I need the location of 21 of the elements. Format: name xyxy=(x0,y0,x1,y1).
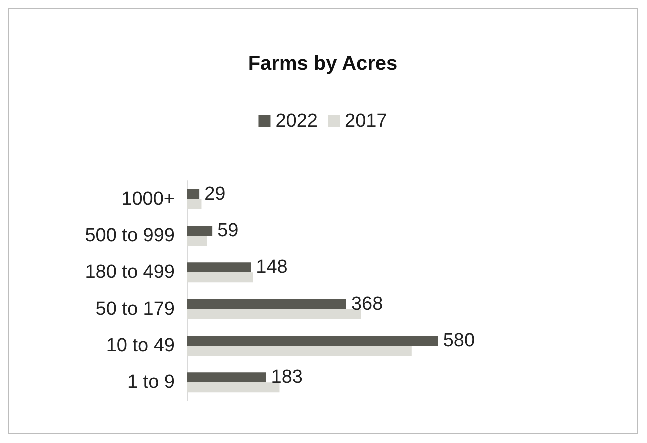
bar xyxy=(187,226,213,236)
y-tick-label: 50 to 179 xyxy=(96,298,175,320)
y-tick-label: 180 to 499 xyxy=(85,262,175,284)
data-label: 580 xyxy=(443,330,476,352)
data-label: 148 xyxy=(256,257,288,278)
data-label: 368 xyxy=(351,294,384,315)
bar xyxy=(187,189,200,200)
data-label: 183 xyxy=(271,367,304,388)
data-label: 59 xyxy=(218,220,239,242)
y-tick-label: 500 to 999 xyxy=(85,226,175,246)
y-tick-label: 10 to 49 xyxy=(106,336,175,356)
bar xyxy=(187,372,266,383)
legend-label: 2022 xyxy=(276,111,318,132)
y-tick-label: 1 to 9 xyxy=(127,372,175,394)
y-tick-label: 1000+ xyxy=(122,188,175,210)
legend-label: 2017 xyxy=(345,111,388,132)
bar xyxy=(187,336,438,346)
chart-title: Farms by Acres xyxy=(248,53,398,75)
bar xyxy=(187,299,346,310)
data-label: 29 xyxy=(204,184,226,205)
bar xyxy=(187,262,252,273)
